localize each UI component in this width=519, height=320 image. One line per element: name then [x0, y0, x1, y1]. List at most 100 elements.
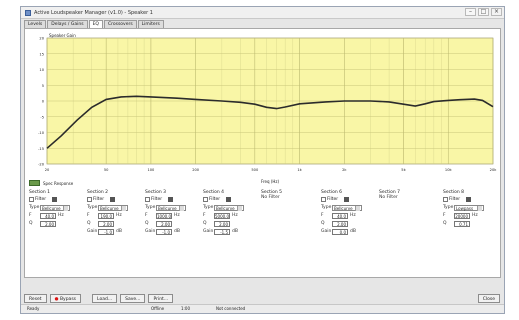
filter-enable-label: Filter — [209, 197, 221, 202]
print-button[interactable]: Print... — [148, 294, 174, 303]
bypass-label: Bypass — [59, 297, 77, 302]
y-axis-ticks: 20 15 10 5 0 -5 -10 -15 -20 — [38, 37, 45, 167]
frequency-label: F — [87, 213, 90, 218]
status-right: Not connected — [216, 306, 246, 311]
filter-color-button[interactable] — [110, 197, 116, 202]
load-button[interactable]: Load... — [92, 294, 118, 303]
chevron-down-icon — [121, 205, 126, 211]
section-title: Section 2 — [87, 190, 109, 195]
status-bar: Ready Offline 1:00 Not connected — [21, 304, 504, 313]
filter-type-select[interactable]: Bellcurve — [40, 204, 70, 211]
frequency-input[interactable]: 1000.0 — [156, 212, 172, 219]
x-axis-label: Freq (Hz) — [261, 179, 280, 184]
q-input[interactable]: 0.71 — [454, 220, 470, 227]
bypass-button[interactable]: ● Bypass — [49, 294, 82, 303]
tab-eq[interactable]: EQ — [88, 20, 103, 28]
close-button[interactable]: Close — [477, 294, 500, 303]
filter-type-select[interactable]: Bellcurve — [332, 204, 362, 211]
chevron-down-icon — [237, 205, 242, 211]
status-left: Ready — [27, 306, 40, 311]
filter-enable-checkbox[interactable] — [29, 197, 34, 202]
tab-limiters[interactable]: Limiters — [137, 20, 164, 28]
y-tick-label: 5 — [42, 84, 44, 88]
save-button[interactable]: Save... — [120, 294, 146, 303]
frequency-unit: Hz — [350, 213, 356, 218]
filter-enable-checkbox[interactable] — [203, 197, 208, 202]
maximize-button[interactable]: □ — [478, 8, 489, 16]
frequency-label: F — [203, 213, 206, 218]
frequency-input[interactable]: 40.0 — [332, 212, 348, 219]
filter-color-button[interactable] — [226, 197, 232, 202]
reset-button[interactable]: Reset — [24, 294, 47, 303]
y-tick-label: 20 — [39, 37, 44, 41]
frequency-unit: Hz — [174, 213, 180, 218]
x-tick-label: 100 — [147, 168, 155, 172]
close-window-button[interactable]: × — [491, 8, 502, 16]
x-tick-label: 10k — [445, 168, 453, 172]
filter-enable-checkbox[interactable] — [145, 197, 150, 202]
filter-type-select[interactable]: Bellcurve — [98, 204, 128, 211]
filter-color-button[interactable] — [168, 197, 174, 202]
y-tick-label: 15 — [39, 52, 44, 56]
type-label: Type — [203, 205, 214, 210]
frequency-label: F — [29, 213, 32, 218]
section-title: Section 8 — [443, 190, 465, 195]
filter-type-select[interactable]: Bellcurve — [156, 204, 186, 211]
filter-enable-checkbox[interactable] — [87, 197, 92, 202]
status-mid: Offline — [151, 306, 165, 311]
gain-input[interactable]: -1.0 — [98, 228, 114, 235]
filter-section-6: Section 6 Filter Type Bellcurve F 40.0 Hz Q 2.00… — [321, 190, 379, 270]
filter-section-3: Section 3 Filter Type Bellcurve F 1000.0 Hz Q 2.… — [145, 190, 203, 270]
frequency-unit: Hz — [472, 213, 478, 218]
filter-type-select[interactable]: Bellcurve — [214, 204, 244, 211]
gain-label: Gain — [321, 229, 332, 234]
gain-input[interactable]: 0.0 — [332, 228, 348, 235]
q-input[interactable]: 2.00 — [98, 220, 114, 227]
title-bar: Active Loudspeaker Manager (v1.0) - Spea… — [21, 7, 504, 19]
q-input[interactable]: 2.00 — [214, 220, 230, 227]
type-label: Type — [29, 205, 40, 210]
frequency-input[interactable]: 40.0 — [40, 212, 56, 219]
gain-input[interactable]: -1.5 — [214, 228, 230, 235]
filter-color-button[interactable] — [52, 197, 58, 202]
filter-type-select[interactable]: Lowpass — [454, 204, 484, 211]
frequency-label: F — [443, 213, 446, 218]
filter-enable-checkbox[interactable] — [321, 197, 326, 202]
filter-enable-checkbox[interactable] — [443, 197, 448, 202]
bypass-icon: ● — [54, 297, 59, 302]
q-label: Q — [321, 221, 325, 226]
filter-section-1: Section 1 Filter Type Bellcurve F 40.0 Hz Q 2.00 — [29, 190, 87, 270]
y-tick-label: -10 — [38, 131, 45, 135]
filter-enable-label: Filter — [327, 197, 339, 202]
q-input[interactable]: 2.00 — [156, 220, 172, 227]
filter-section-8: Section 8 Filter Type Lowpass F 20000 Hz Q 0.71 — [443, 190, 501, 270]
q-input[interactable]: 2.00 — [332, 220, 348, 227]
filter-type-value: Bellcurve — [100, 205, 119, 211]
q-input[interactable]: 2.00 — [40, 220, 56, 227]
gain-unit: dB — [232, 229, 238, 234]
legend-label: Spec Response — [43, 180, 74, 186]
tab-delays-gains[interactable]: Delays / Gains — [47, 20, 88, 28]
q-label: Q — [29, 221, 33, 226]
gain-input[interactable]: -1.0 — [156, 228, 172, 235]
filter-section-5: Section 5 No Filter — [261, 190, 319, 270]
x-tick-label: 20 — [45, 168, 50, 172]
legend-swatch[interactable] — [29, 180, 40, 186]
frequency-input[interactable]: 20000 — [454, 212, 470, 219]
x-tick-label: 50 — [104, 168, 109, 172]
frequency-unit: Hz — [116, 213, 122, 218]
minimize-button[interactable]: – — [465, 8, 476, 16]
tab-levels[interactable]: Levels — [24, 20, 47, 28]
filter-color-button[interactable] — [344, 197, 350, 202]
type-label: Type — [87, 205, 98, 210]
filter-type-value: Bellcurve — [42, 205, 61, 211]
frequency-input[interactable]: 190.0 — [98, 212, 114, 219]
filter-color-button[interactable] — [466, 197, 472, 202]
section-title: Section 7 — [379, 190, 401, 195]
chevron-down-icon — [477, 205, 482, 211]
frequency-input[interactable]: 5000.0 — [214, 212, 230, 219]
filter-enable-label: Filter — [35, 197, 47, 202]
y-tick-label: -5 — [40, 115, 44, 119]
tab-crossovers[interactable]: Crossovers — [103, 20, 137, 28]
